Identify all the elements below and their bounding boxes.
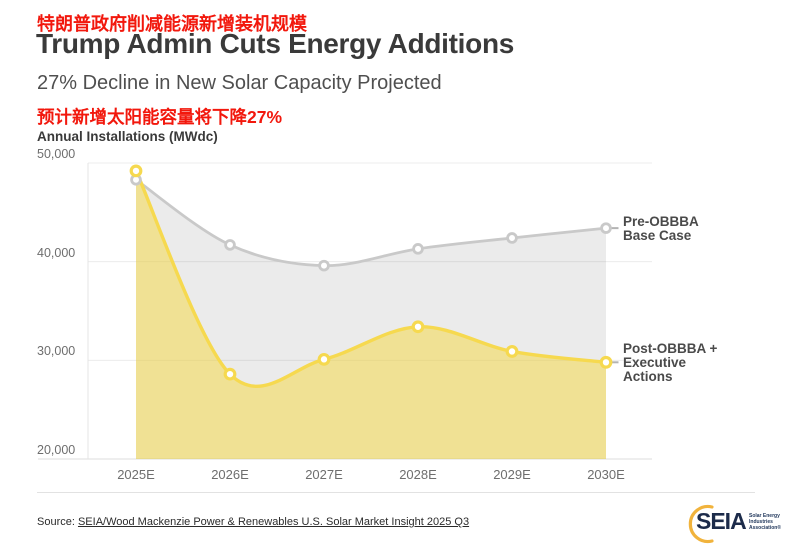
- x-tick-2030: 2030E: [587, 467, 625, 482]
- data-point-pre-2027E[interactable]: [318, 259, 330, 272]
- data-point-pre-2030E[interactable]: [600, 222, 612, 234]
- data-point-post-2025E[interactable]: [129, 164, 143, 178]
- data-point-pre-2028E[interactable]: [412, 243, 424, 255]
- y-axis-title: Annual Installations (MWdc): [37, 129, 218, 144]
- subtitle-chinese: 预计新增太阳能容量将下降27%: [37, 107, 283, 127]
- data-point-pre-2029E[interactable]: [506, 232, 518, 244]
- x-tick-2025: 2025E: [117, 467, 155, 482]
- source-prefix: Source:: [37, 516, 78, 528]
- seia-swoosh-icon: [688, 504, 714, 544]
- seia-logo: SEIA Solar Energy Industries Association…: [686, 502, 790, 544]
- x-tick-2027: 2027E: [305, 467, 343, 482]
- series-label-post-obbba: Post-OBBBA + Executive Actions: [623, 341, 718, 384]
- y-tick-50000: 50,000: [37, 147, 76, 161]
- data-point-post-2026E[interactable]: [223, 367, 237, 381]
- data-point-post-2027E[interactable]: [317, 352, 331, 366]
- seia-logo-tagline: Solar Energy Industries Association®: [749, 513, 782, 531]
- x-tick-2029: 2029E: [493, 467, 531, 482]
- data-point-post-2030E[interactable]: [599, 355, 613, 369]
- y-tick-20000: 20,000: [37, 443, 76, 457]
- footer-divider: [37, 492, 755, 493]
- page-title: Trump Admin Cuts Energy Additions: [36, 28, 515, 59]
- x-tick-2026: 2026E: [211, 467, 249, 482]
- data-point-pre-2026E[interactable]: [224, 239, 236, 251]
- source-line: Source: SEIA/Wood Mackenzie Power & Rene…: [37, 516, 469, 528]
- seia-logo-text: SEIA: [696, 508, 747, 534]
- data-point-post-2028E[interactable]: [411, 320, 425, 334]
- line-pre-obbba: [134, 178, 608, 268]
- y-tick-40000: 40,000: [37, 246, 76, 260]
- subtitle: 27% Decline in New Solar Capacity Projec…: [37, 72, 442, 94]
- series-label-pre-obbba: Pre-OBBBA Base Case: [623, 214, 699, 243]
- data-point-post-2029E[interactable]: [505, 345, 519, 358]
- source-link[interactable]: SEIA/Wood Mackenzie Power & Renewables U…: [77, 516, 470, 528]
- title-chinese: 特朗普政府削减能源新增装机规模: [37, 14, 307, 34]
- x-tick-2028: 2028E: [399, 467, 437, 482]
- y-tick-30000: 30,000: [37, 344, 76, 358]
